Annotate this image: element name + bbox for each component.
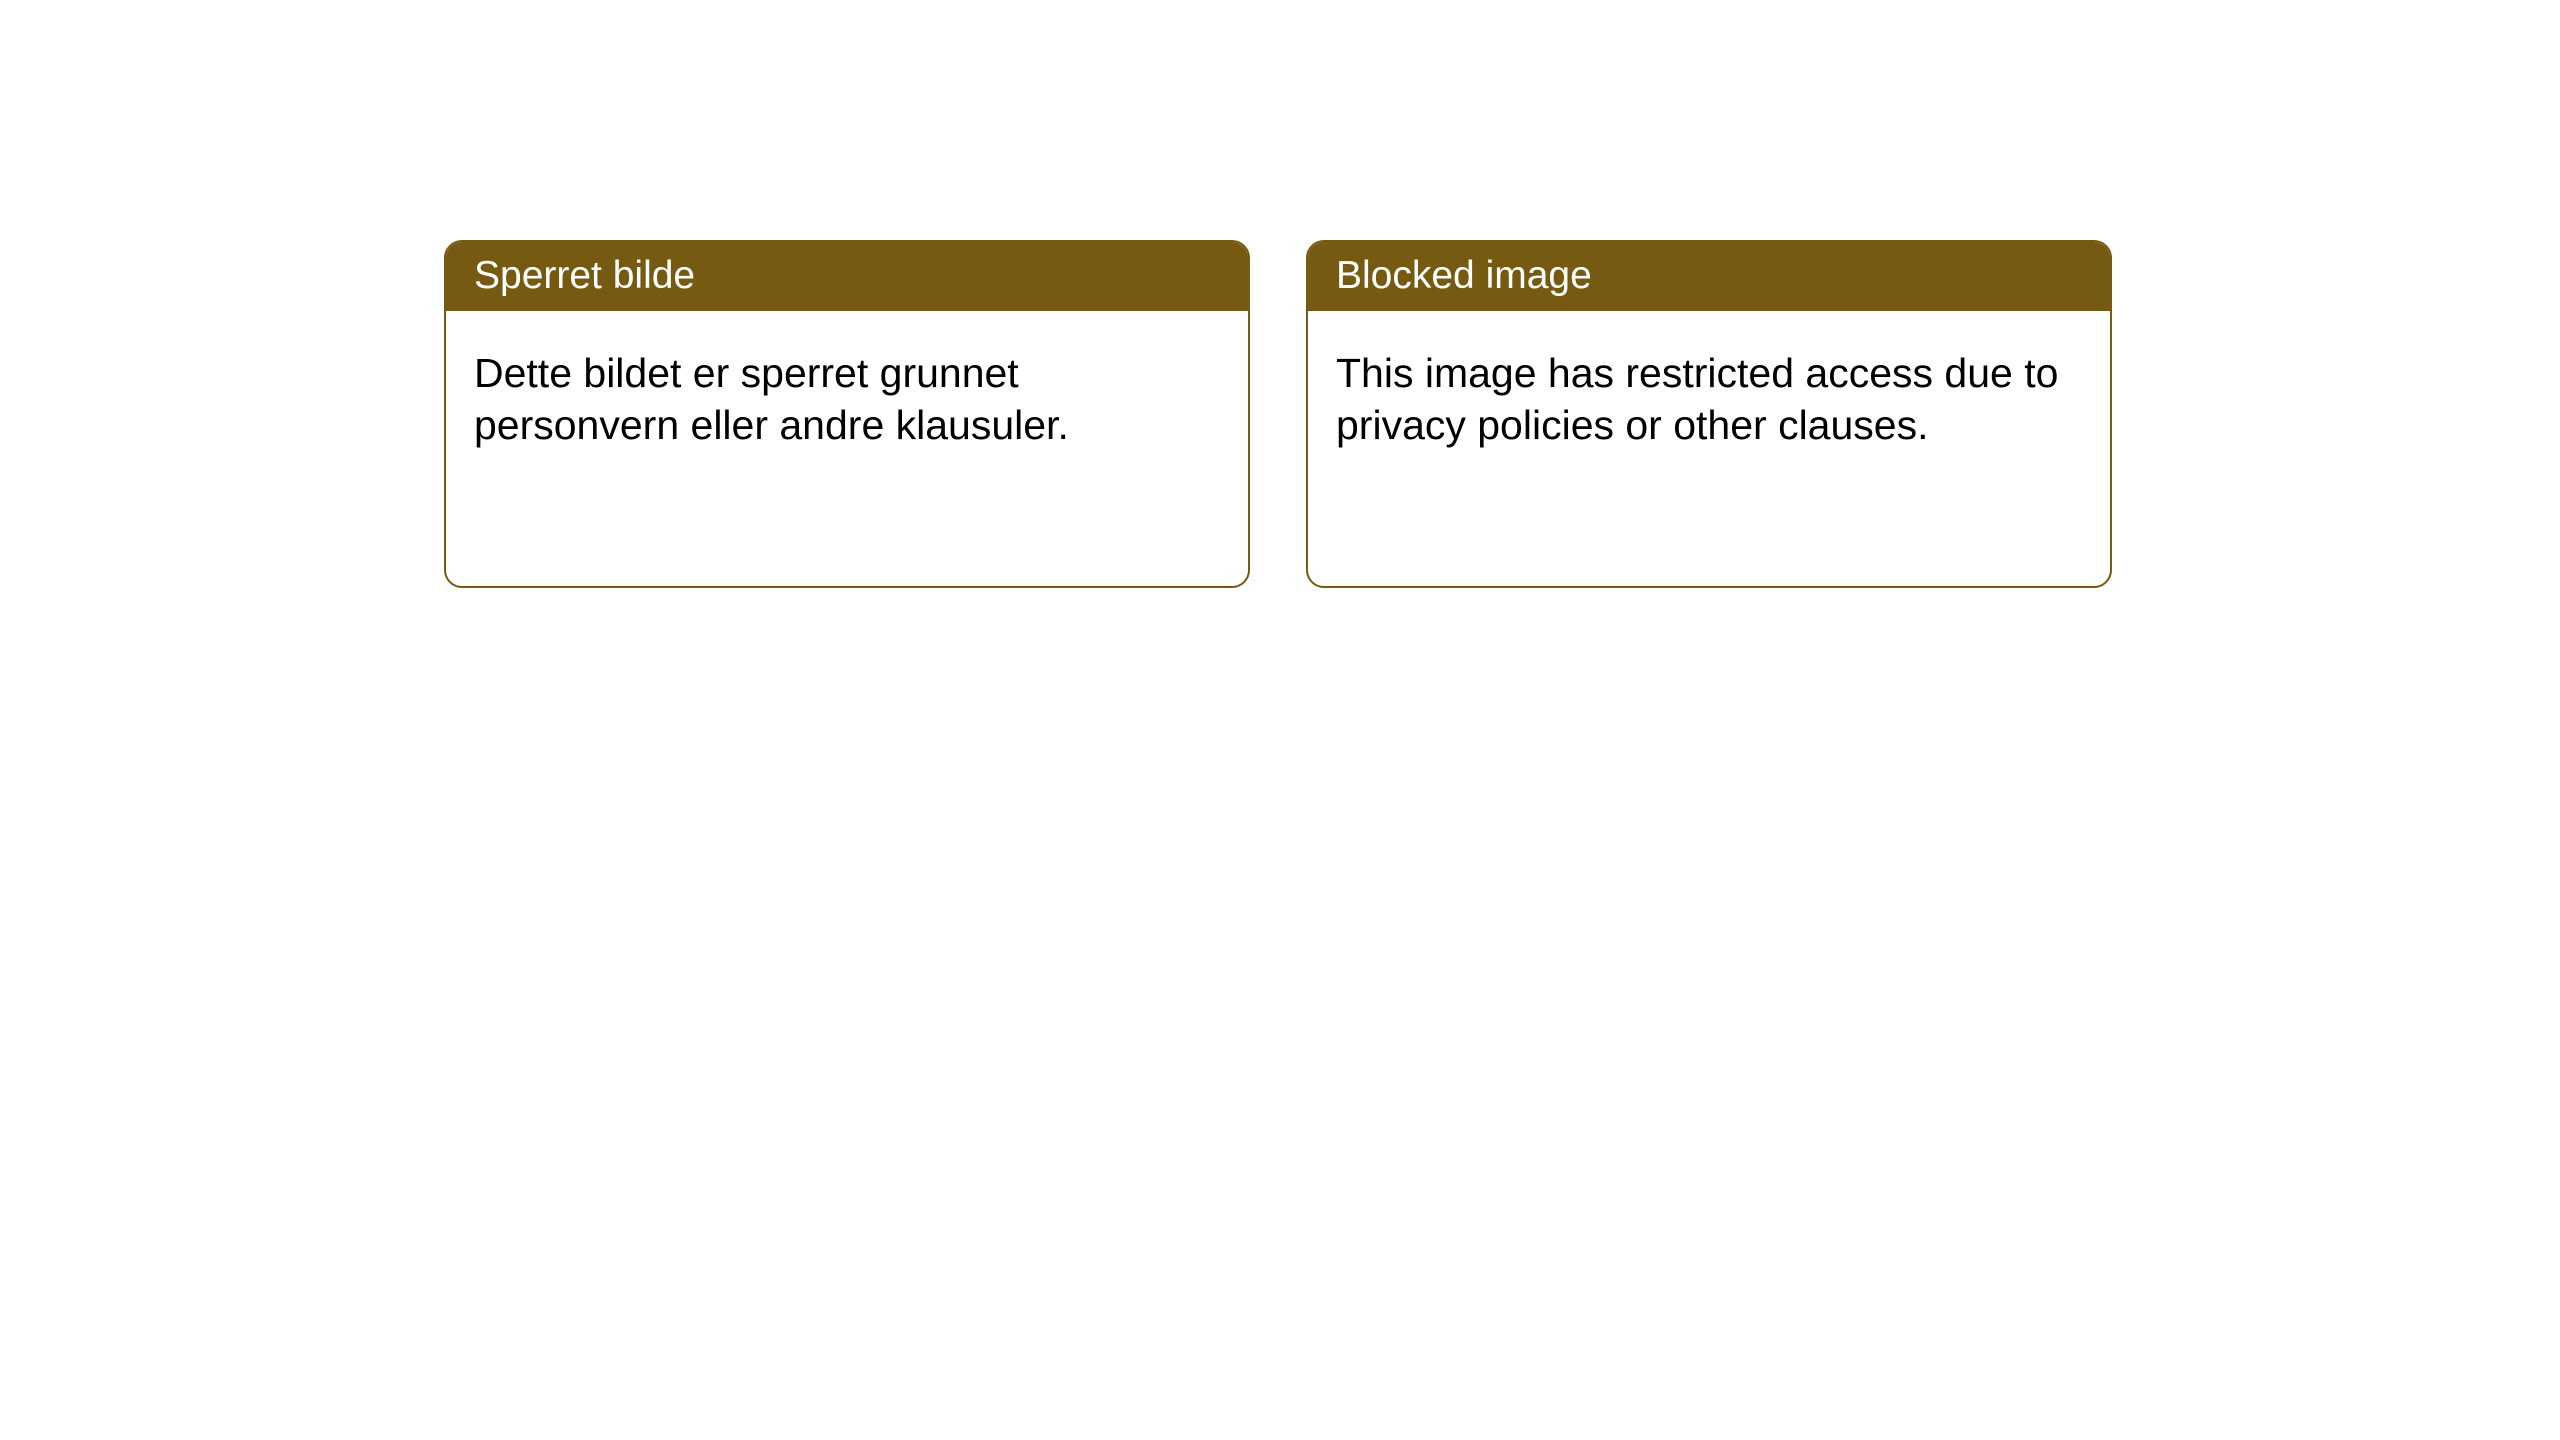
notice-title: Sperret bilde <box>446 242 1248 311</box>
notice-body: This image has restricted access due to … <box>1308 311 2110 586</box>
notice-body: Dette bildet er sperret grunnet personve… <box>446 311 1248 586</box>
notice-card-norwegian: Sperret bilde Dette bildet er sperret gr… <box>444 240 1250 588</box>
notice-container: Sperret bilde Dette bildet er sperret gr… <box>0 0 2560 588</box>
notice-card-english: Blocked image This image has restricted … <box>1306 240 2112 588</box>
notice-title: Blocked image <box>1308 242 2110 311</box>
